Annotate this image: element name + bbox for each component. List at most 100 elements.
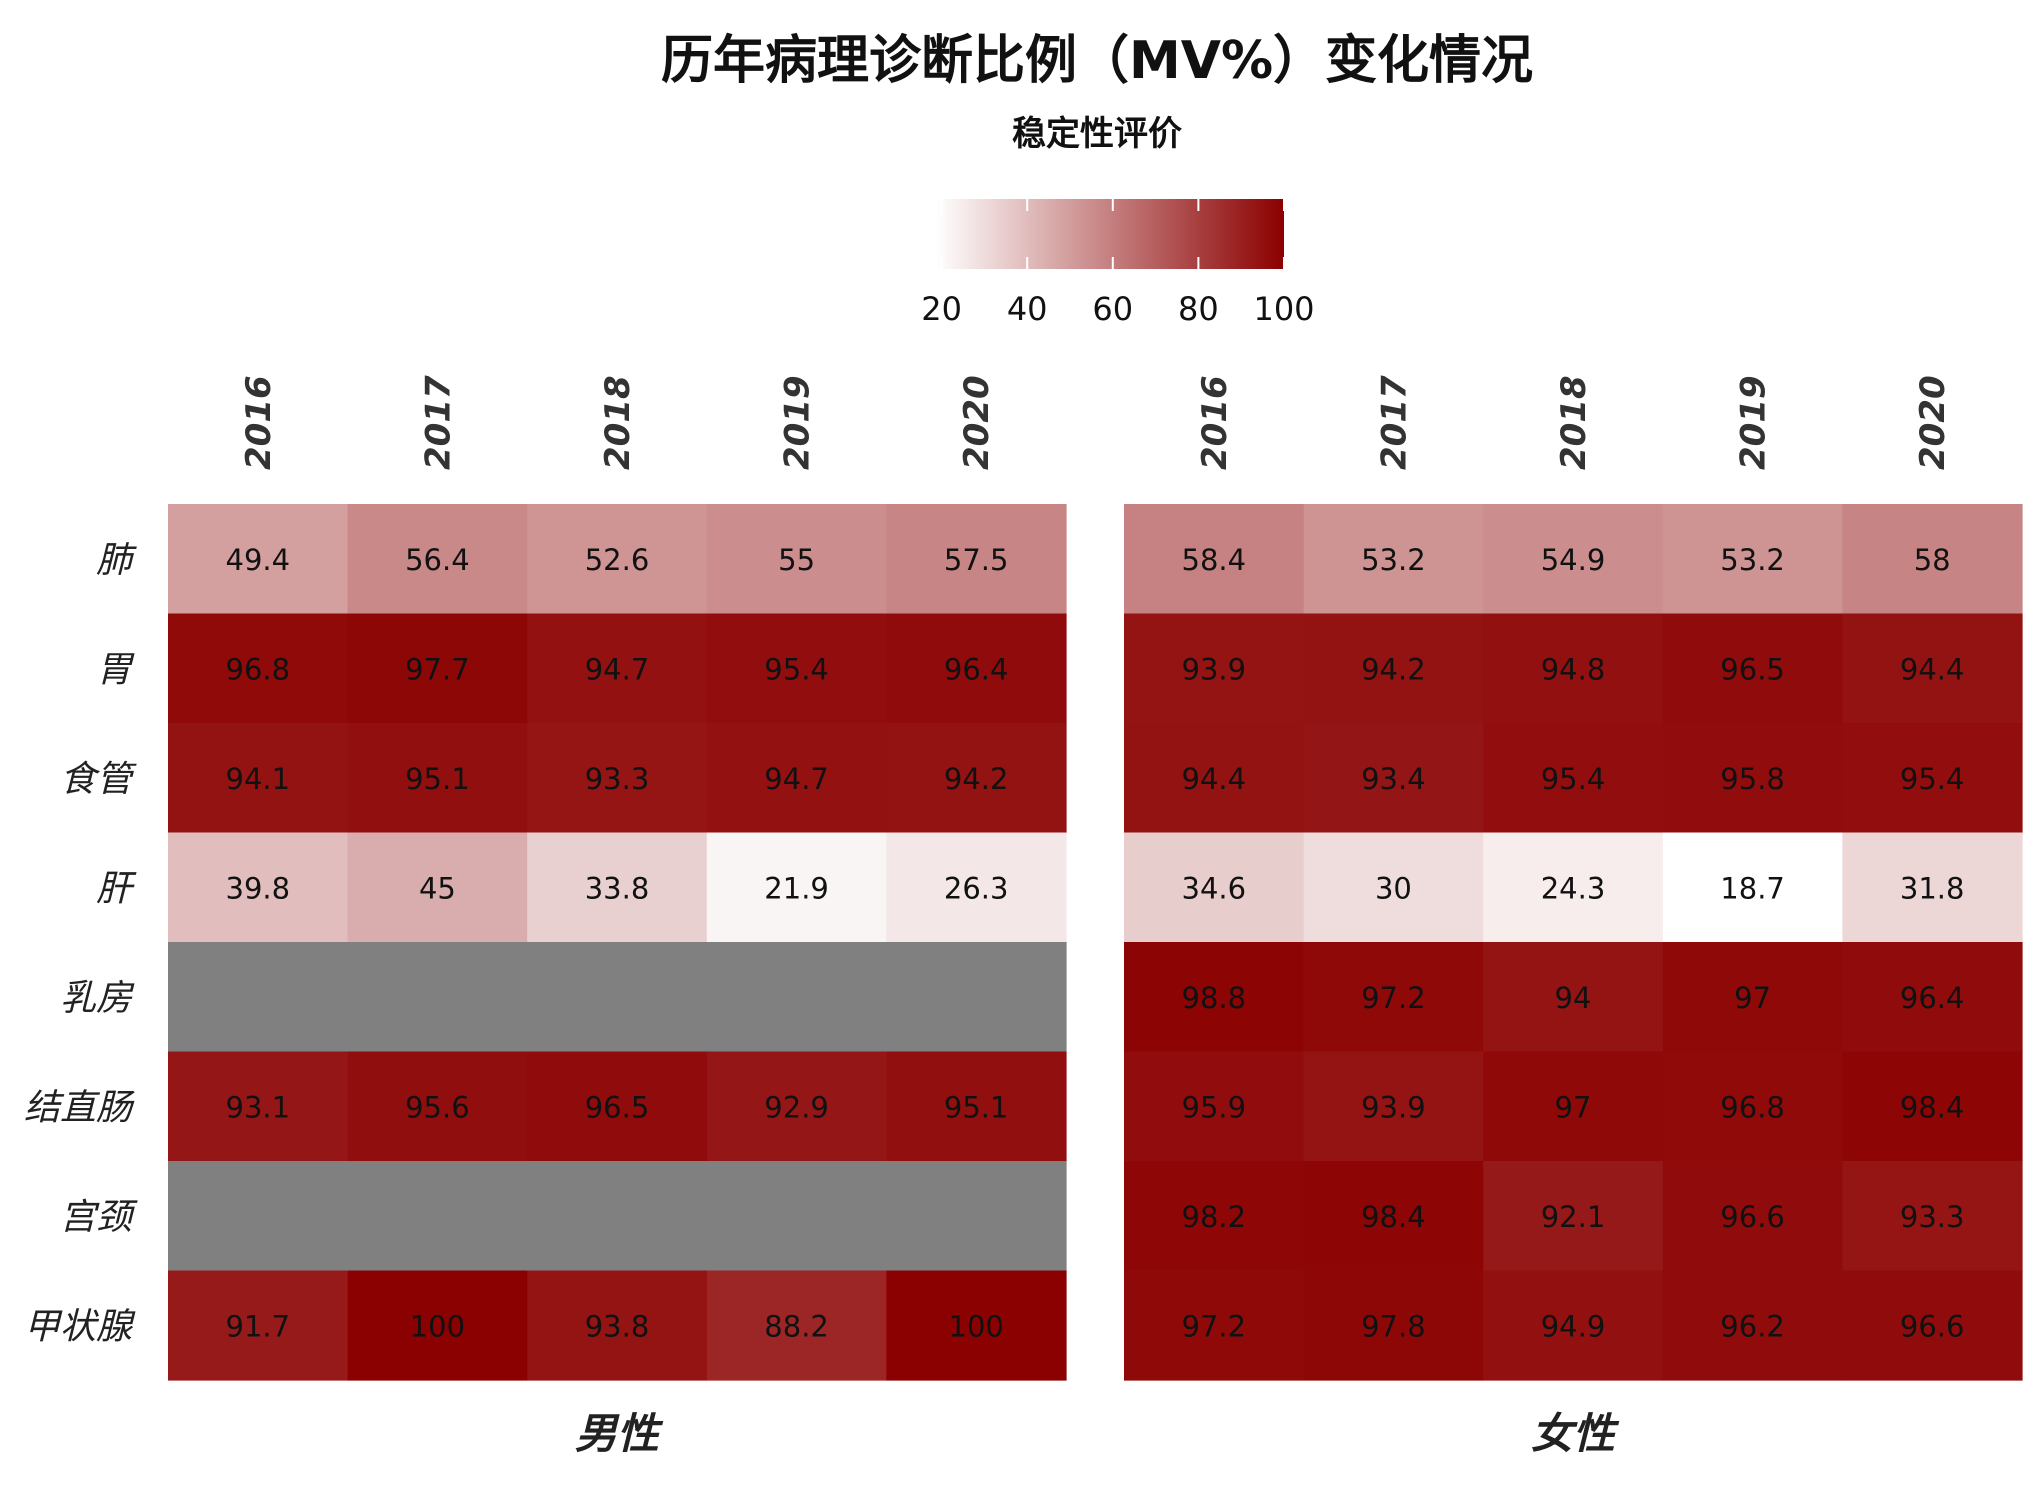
- cell-value-label: 95.9: [1182, 1090, 1247, 1124]
- cell-value-label: 93.1: [226, 1090, 291, 1124]
- panel-labels: 男性 女性: [575, 1409, 1620, 1458]
- heatmap-cell: [1124, 942, 1305, 1053]
- heatmap-cell: [1842, 832, 2023, 943]
- heatmap-cell: [347, 832, 528, 943]
- chart-title: 历年病理诊断比例（MV%）变化情况: [661, 31, 1533, 91]
- cell-value-label: 92.1: [1541, 1200, 1606, 1234]
- heatmap-cell: [1662, 1161, 1843, 1272]
- heatmap-cell: [168, 504, 349, 615]
- site-label: 甲状腺: [24, 1306, 136, 1347]
- heatmap-cell: [1483, 942, 1664, 1053]
- cell-value-label: 93.9: [1182, 652, 1247, 686]
- heatmap-cell: [706, 1051, 887, 1162]
- heatmap-cell: [527, 613, 708, 724]
- cell-value-label: 54.9: [1541, 543, 1606, 577]
- heatmap-cell: [347, 723, 528, 834]
- heatmap-cell: [347, 1051, 528, 1162]
- cell-value-label: 30: [1375, 871, 1412, 905]
- heatmap-cell: [1662, 1270, 1843, 1381]
- site-label: 食管: [60, 759, 137, 800]
- cell-value-label: 96.6: [1720, 1200, 1785, 1234]
- cell-value-label: 56.4: [405, 543, 470, 577]
- cell-value-label: 94.8: [1541, 652, 1606, 686]
- panel-label: 女性: [1531, 1409, 1620, 1458]
- cell-value-label: 57.5: [944, 543, 1009, 577]
- heatmap-cell: [1303, 942, 1484, 1053]
- cell-value-label: 95.4: [1900, 762, 1965, 796]
- heatmap-cell: [1483, 723, 1664, 834]
- cell-value-label: 96.4: [1900, 981, 1965, 1015]
- cell-value-label: 97.7: [405, 652, 470, 686]
- panel-label: 男性: [575, 1409, 664, 1458]
- heatmap-cell-missing: [886, 1161, 1067, 1272]
- cell-value-label: 91.7: [226, 1309, 291, 1343]
- heatmap-cell: [1124, 613, 1305, 724]
- year-label: 2018: [598, 375, 638, 470]
- heatmap-cell: [527, 504, 708, 615]
- site-label: 胃: [96, 649, 135, 690]
- cell-value-label: 93.8: [585, 1309, 650, 1343]
- heatmap-cell: [1303, 613, 1484, 724]
- cell-value-label: 53.2: [1720, 543, 1785, 577]
- heatmap-cell: [1483, 1051, 1664, 1162]
- heatmap-cell: [1662, 613, 1843, 724]
- year-label: 2019: [778, 375, 818, 470]
- cell-value-label: 21.9: [764, 871, 829, 905]
- heatmap-cell: [706, 613, 887, 724]
- legend-colorbar: [936, 199, 1284, 269]
- cell-value-label: 31.8: [1900, 871, 1965, 905]
- year-label: 2018: [1554, 375, 1594, 470]
- heatmap-cell: [886, 613, 1067, 724]
- heatmap-cell: [1842, 1270, 2023, 1381]
- heatmap-cell: [1303, 832, 1484, 943]
- site-label: 乳房: [60, 978, 135, 1019]
- cell-value-label: 49.4: [226, 543, 291, 577]
- cell-value-label: 95.1: [944, 1090, 1009, 1124]
- heatmap-cell: [1842, 942, 2023, 1053]
- heatmap-cell: [1483, 613, 1664, 724]
- cell-value-label: 58: [1914, 543, 1951, 577]
- heatmap-cell: [1842, 1161, 2023, 1272]
- cell-value-label: 98.2: [1182, 1200, 1247, 1234]
- year-label: 2016: [239, 375, 279, 470]
- cell-value-label: 95.4: [764, 652, 829, 686]
- year-label: 2020: [957, 375, 997, 470]
- legend-ticks: 20 40 60 80 100: [921, 199, 1315, 328]
- heatmap-cell-missing: [527, 942, 708, 1053]
- heatmap-cell: [1842, 723, 2023, 834]
- legend-tick-label: 60: [1092, 290, 1133, 328]
- cell-value-label: 33.8: [585, 871, 650, 905]
- cell-value-label: 24.3: [1541, 871, 1606, 905]
- heatmap-cell: [1842, 1051, 2023, 1162]
- heatmap-cell: [1124, 504, 1305, 615]
- heatmap-cell: [1483, 832, 1664, 943]
- year-labels: 2016 2017 2018 2019 2020 2016 2017 2018 2019 2020: [239, 375, 1953, 470]
- year-label: 2017: [418, 375, 458, 470]
- cell-value-label: 55: [778, 543, 815, 577]
- cell-value-label: 96.8: [1720, 1090, 1785, 1124]
- cell-value-label: 94.2: [1361, 652, 1426, 686]
- site-label: 肺: [96, 540, 137, 581]
- heatmap-cell: [1662, 504, 1843, 615]
- heatmap-cell: [1842, 504, 2023, 615]
- cell-value-label: 100: [949, 1309, 1004, 1343]
- cell-value-label: 53.2: [1361, 543, 1426, 577]
- heatmap-cell: [347, 1270, 528, 1381]
- heatmap-cell: [527, 723, 708, 834]
- cell-value-label: 95.6: [405, 1090, 470, 1124]
- heatmap-cell-missing: [886, 942, 1067, 1053]
- heatmap-cell: [886, 1270, 1067, 1381]
- cell-value-label: 34.6: [1182, 871, 1247, 905]
- heatmap-cell: [1124, 1051, 1305, 1162]
- legend-tick-label: 20: [921, 290, 962, 328]
- heatmap-cell: [886, 504, 1067, 615]
- cell-value-label: 39.8: [226, 871, 291, 905]
- legend-title: 稳定性评价: [1012, 114, 1182, 154]
- cell-value-label: 94.7: [585, 652, 650, 686]
- heatmap-cell-missing: [527, 1161, 708, 1272]
- site-label: 结直肠: [24, 1087, 135, 1128]
- heatmap-cell: [1483, 1270, 1664, 1381]
- cell-value-label: 95.4: [1541, 762, 1606, 796]
- heatmap-cell: [706, 723, 887, 834]
